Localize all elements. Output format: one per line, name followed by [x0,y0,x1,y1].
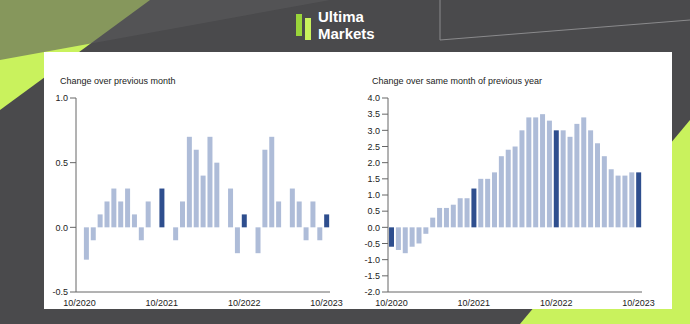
svg-text:2.5: 2.5 [367,142,380,152]
svg-text:0.5: 0.5 [55,158,68,168]
html-text:Change over previous month: Change over previous month [60,76,176,86]
svg-text:3.0: 3.0 [367,126,380,136]
svg-text:4.0: 4.0 [367,93,380,103]
svg-text:-2.0: -2.0 [364,287,380,297]
svg-text:10/2020: 10/2020 [375,298,408,308]
svg-text:3.5: 3.5 [367,109,380,119]
svg-text:-1.5: -1.5 [364,271,380,281]
svg-text:0.5: 0.5 [367,206,380,216]
svg-text:10/2021: 10/2021 [146,298,179,308]
svg-text:2.0: 2.0 [367,158,380,168]
svg-text:10/2021: 10/2021 [458,298,491,308]
svg-text:1.5: 1.5 [367,174,380,184]
svg-text:1.0: 1.0 [367,190,380,200]
svg-text:10/2022: 10/2022 [540,298,573,308]
svg-text:-1.0: -1.0 [364,255,380,265]
svg-text:10/2020: 10/2020 [63,298,96,308]
svg-text:0.0: 0.0 [55,223,68,233]
svg-text:10/2022: 10/2022 [228,298,261,308]
svg-text:-0.5: -0.5 [52,287,68,297]
svg-text:1.0: 1.0 [55,93,68,103]
svg-text:-0.5: -0.5 [364,239,380,249]
svg-text:10/2023: 10/2023 [310,298,343,308]
html-text:Ultima Markets: Ultima Markets [318,8,375,42]
html-text:Change over same month of prev: Change over same month of previous year [372,76,543,86]
svg-text:0.0: 0.0 [367,223,380,233]
svg-text:10/2023: 10/2023 [622,298,655,308]
